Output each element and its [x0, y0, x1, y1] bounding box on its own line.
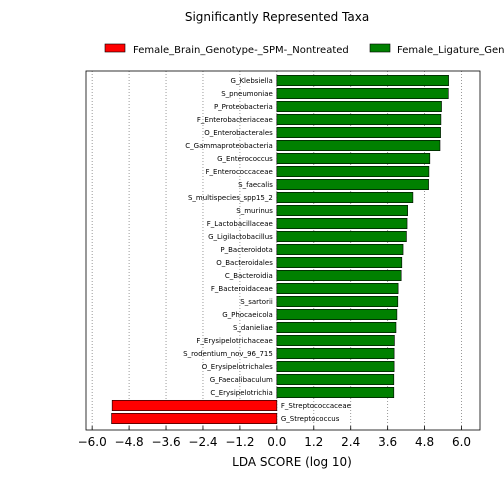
bar-label: S_rodentium_nov_96_715: [183, 350, 273, 358]
bar-S_danieliae: [276, 321, 397, 333]
x-tick-label: −4.8: [115, 435, 144, 449]
bar-label: P_Proteobacteria: [214, 103, 273, 111]
bar-G_Phocaeicola: [276, 308, 398, 320]
bar-label: S_pneumoniae: [221, 90, 273, 98]
bar-label: G_Enterococcus: [217, 155, 273, 163]
bar-label: F_Streptococcaceae: [281, 402, 351, 410]
bars: [111, 75, 449, 424]
bar-label: F_Enterococcaceae: [206, 168, 273, 176]
bar-F_Streptococcaceae: [111, 399, 278, 411]
bar-label: G_Klebsiella: [231, 77, 273, 85]
bar-O_Erysipelotrichales: [276, 360, 395, 372]
bar-G_Streptococcus: [111, 412, 278, 424]
bar-label: S_danieliae: [233, 324, 273, 332]
bar-label: G_Phocaeicola: [222, 311, 273, 319]
bar-label: F_Enterobacteriaceae: [197, 116, 273, 124]
bar-label: G_Ligilactobacillus: [208, 233, 273, 241]
bar-C_Gammaproteobacteria: [276, 140, 441, 152]
bar-label: S_sartorii: [240, 298, 273, 306]
bar-label: C_Bacteroidia: [225, 272, 273, 280]
bar-label: F_Erysipelotrichaceae: [196, 337, 272, 345]
x-ticks: −6.0 −4.8 −3.6 −2.4 −1.2 0.0 1.2 2.4 3.6 4.8 6.0: [78, 426, 471, 449]
x-tick-label: 2.4: [341, 435, 360, 449]
bar-C_Bacteroidia: [276, 269, 402, 281]
bar-S_faecalis: [276, 179, 429, 191]
bar-F_Enterococcaceae: [276, 166, 430, 178]
bar-F_Erysipelotrichaceae: [276, 334, 395, 346]
bar-F_Bacteroidaceae: [276, 282, 399, 294]
legend-label-ligature: Female_Ligature_Gen: [397, 45, 504, 56]
bar-S_sartorii: [276, 295, 399, 307]
legend-swatch-brain: [104, 43, 126, 53]
bar-S_rodentium_nov_96_715: [276, 347, 395, 359]
bar-label: O_Erysipelotrichales: [202, 363, 273, 371]
bar-S_multispecies_spp15_2: [276, 192, 414, 204]
bar-label: C_Gammaproteobacteria: [185, 142, 273, 150]
bar-label: G_Streptococcus: [281, 415, 340, 423]
bar-label: G_Faecalibaculum: [210, 376, 273, 384]
bar-label: O_Enterobacterales: [204, 129, 273, 137]
x-tick-label: 0.0: [267, 435, 286, 449]
plot-frame: [85, 70, 481, 431]
bar-G_Enterococcus: [276, 153, 431, 165]
x-tick-label: 3.6: [378, 435, 397, 449]
x-axis-label: LDA SCORE (log 10): [232, 455, 352, 469]
bar-label: S_murinus: [236, 207, 273, 215]
bar-label: C_Erysipelotrichia: [210, 389, 273, 397]
bar-P_Bacteroidota: [276, 244, 404, 256]
bar-label: S_multispecies_spp15_2: [188, 194, 273, 202]
bar-label: S_faecalis: [238, 181, 273, 189]
x-tick-label: −3.6: [151, 435, 180, 449]
legend-swatch-ligature: [369, 43, 391, 53]
legend: Female_Brain_Genotype-_SPM-_Nontreated F…: [104, 43, 504, 56]
x-tick-label: 1.2: [304, 435, 323, 449]
bar-P_Proteobacteria: [276, 101, 442, 113]
bar-label: F_Lactobacillaceae: [207, 220, 273, 228]
x-tick-label: −1.2: [225, 435, 254, 449]
chart-title: Significantly Represented Taxa: [185, 10, 369, 24]
bar-S_murinus: [276, 205, 408, 217]
x-tick-label: −6.0: [78, 435, 107, 449]
bar-S_pneumoniae: [276, 88, 449, 100]
bar-label: O_Bacteroidales: [216, 259, 273, 267]
bar-O_Enterobacterales: [276, 127, 441, 139]
bar-G_Faecalibaculum: [276, 373, 395, 385]
bar-G_Klebsiella: [276, 75, 449, 87]
category-labels: G_Klebsiella S_pneumoniae P_Proteobacteria…: [183, 77, 351, 423]
x-tick-label: 6.0: [452, 435, 471, 449]
x-tick-label: −2.4: [188, 435, 217, 449]
bar-F_Lactobacillaceae: [276, 218, 408, 230]
bar-label: F_Bacteroidaceae: [211, 285, 273, 293]
bar-label: P_Bacteroidota: [220, 246, 272, 254]
bar-C_Erysipelotrichia: [276, 386, 395, 398]
bar-G_Ligilactobacillus: [276, 231, 407, 243]
legend-label-brain: Female_Brain_Genotype-_SPM-_Nontreated: [133, 45, 349, 56]
bar-F_Enterobacteriaceae: [276, 114, 442, 126]
bar-O_Bacteroidales: [276, 256, 403, 268]
x-tick-label: 4.8: [415, 435, 434, 449]
